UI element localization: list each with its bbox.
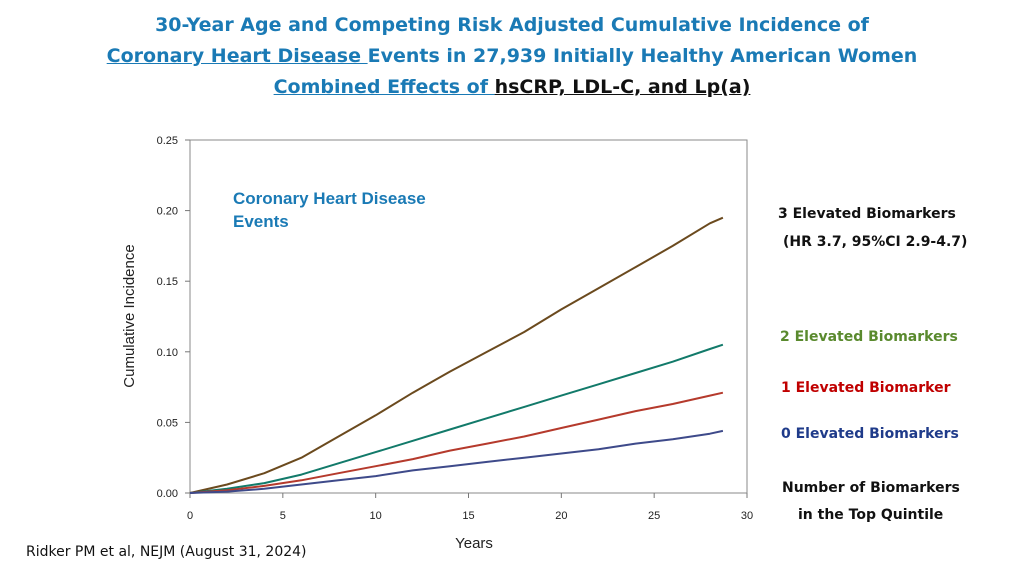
y-tick-label: 0.10 <box>157 347 178 359</box>
x-tick-label: 30 <box>741 510 753 522</box>
y-tick-label: 0.00 <box>157 488 178 500</box>
title-link-combined[interactable]: Combined Effects of <box>273 76 495 98</box>
title-link-coronary[interactable]: Coronary Heart Disease <box>106 45 368 67</box>
label-three-biomarkers: 3 Elevated Biomarkers <box>778 206 956 222</box>
x-axis-label: Years <box>455 535 493 552</box>
series-line-2-biomarkers <box>189 343 724 494</box>
citation: Ridker PM et al, NEJM (August 31, 2024) <box>26 544 307 560</box>
note-number-of-biomarkers: Number of Biomarkers <box>782 480 960 496</box>
x-tick-label: 10 <box>370 510 382 522</box>
y-tick-label: 0.20 <box>157 206 178 218</box>
series-lines <box>189 216 724 494</box>
y-axis-label: Cumulative Incidence <box>121 244 138 387</box>
label-three-hazard-ratio: (HR 3.7, 95%CI 2.9-4.7) <box>783 234 968 250</box>
y-tick-label: 0.05 <box>157 417 178 429</box>
x-tick-label: 5 <box>280 510 286 522</box>
chart-annotation-line-2: Events <box>233 212 289 231</box>
series-line-0-biomarkers <box>189 429 724 494</box>
title-line-1: 30-Year Age and Competing Risk Adjusted … <box>155 14 869 36</box>
x-tick-label: 25 <box>648 510 660 522</box>
title-line-3: Combined Effects of hsCRP, LDL-C, and Lp… <box>0 72 1024 103</box>
label-two-biomarkers: 2 Elevated Biomarkers <box>780 329 958 345</box>
x-tick-label: 20 <box>555 510 567 522</box>
x-tick-label: 15 <box>462 510 474 522</box>
series-line-3-biomarkers <box>189 216 724 494</box>
label-one-biomarker: 1 Elevated Biomarker <box>781 380 951 396</box>
chart-title: 30-Year Age and Competing Risk Adjusted … <box>0 10 1024 103</box>
chart-annotation-line-1: Coronary Heart Disease <box>233 189 426 208</box>
label-zero-biomarkers: 0 Elevated Biomarkers <box>781 426 959 442</box>
note-top-quintile: in the Top Quintile <box>798 507 944 523</box>
axis-ticks: 0 5 10 15 20 25 30 0.00 0.05 0.10 0.15 0.20 0.25 <box>157 135 754 522</box>
y-tick-label: 0.25 <box>157 135 178 147</box>
title-line-2: Coronary Heart Disease Events in 27,939 … <box>0 41 1024 72</box>
title-biomarkers: hsCRP, LDL-C, and Lp(a) <box>494 76 751 98</box>
series-line-1-biomarker <box>189 391 724 494</box>
x-tick-label: 0 <box>187 510 193 522</box>
title-line-2-rest: Events in 27,939 Initially Healthy Ameri… <box>367 45 918 67</box>
y-tick-label: 0.15 <box>157 276 178 288</box>
